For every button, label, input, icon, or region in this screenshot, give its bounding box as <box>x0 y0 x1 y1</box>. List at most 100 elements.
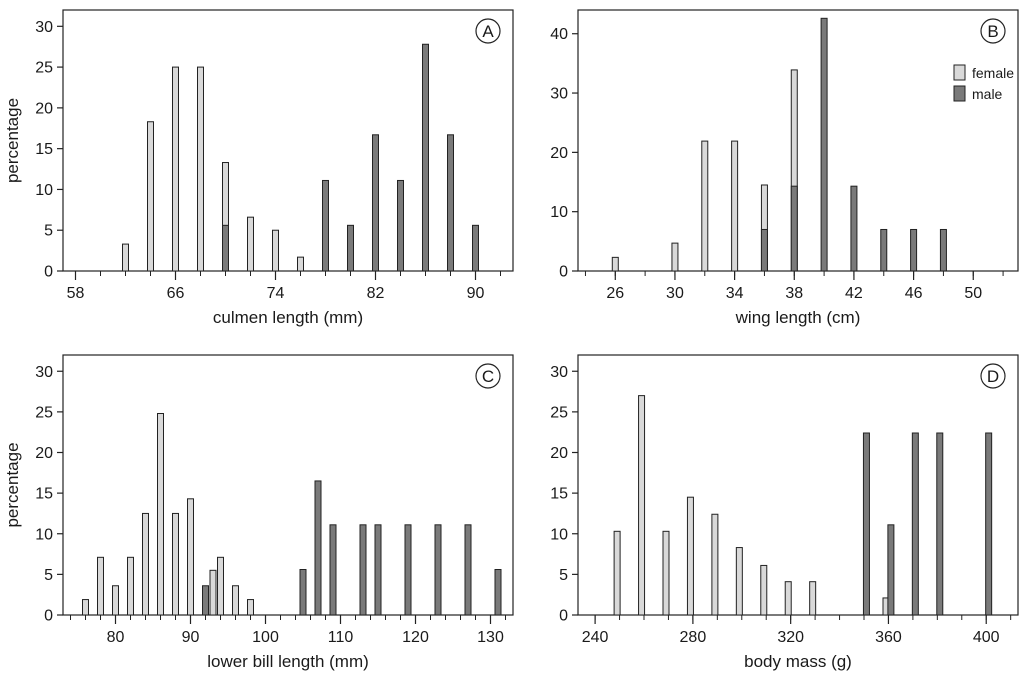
bar-female <box>297 256 304 272</box>
y-tick-label: 0 <box>559 264 568 281</box>
bar-male <box>397 179 404 272</box>
bar-female <box>112 585 119 616</box>
y-tick-label: 25 <box>35 60 53 77</box>
y-tick-label: 10 <box>550 204 568 221</box>
panel-badge <box>980 363 1006 389</box>
bar-female <box>187 498 194 616</box>
bar-male <box>329 524 337 616</box>
plot-frame <box>62 354 514 616</box>
bar-male <box>434 524 442 616</box>
bar-male <box>862 432 870 616</box>
x-tick-label: 34 <box>726 285 744 302</box>
panel-badge <box>475 18 501 44</box>
bar-male <box>911 432 919 616</box>
bar-male <box>880 228 888 272</box>
plot-frame <box>577 9 1019 272</box>
bar-female <box>731 140 739 272</box>
panel-letter: B <box>987 22 998 41</box>
y-tick-label: 30 <box>35 364 53 381</box>
y-tick-label: 15 <box>35 141 53 158</box>
y-tick-label: 20 <box>35 100 53 117</box>
y-tick-label: 0 <box>44 608 53 625</box>
bar-female <box>711 513 719 616</box>
bar-female <box>760 564 768 616</box>
bar-male <box>494 569 502 616</box>
legend: female male <box>953 64 1014 102</box>
x-tick-label: 26 <box>606 285 624 302</box>
panel-b: 26 30 34 38 42 46 50 0 10 20 30 40 wing length (cm) B… <box>550 9 1019 327</box>
y-tick-label: 30 <box>550 364 568 381</box>
bar-female <box>735 547 743 616</box>
bar-female <box>172 66 179 272</box>
x-tick-label: 360 <box>875 629 902 646</box>
x-tick-label: 90 <box>182 629 200 646</box>
x-tick-label: 82 <box>367 285 385 302</box>
y-axis-label: percentage <box>3 442 22 527</box>
bar-male <box>820 17 828 272</box>
bar-female <box>638 395 646 616</box>
bar-male <box>359 524 367 616</box>
bar-female <box>784 581 792 616</box>
bar-male <box>887 524 895 616</box>
y-tick-label: 5 <box>559 567 568 584</box>
y-tick-label: 30 <box>550 86 568 103</box>
panel-letter: D <box>987 367 999 386</box>
bar-female <box>247 599 254 616</box>
x-tick-label: 320 <box>777 629 804 646</box>
panel-letter: C <box>482 367 494 386</box>
bar-male <box>790 185 798 272</box>
bar-male <box>299 569 307 616</box>
legend-label-female: female <box>972 65 1014 81</box>
bar-female <box>701 140 709 272</box>
bar-male <box>936 432 944 616</box>
bar-female <box>671 242 679 272</box>
x-tick-label: 90 <box>467 285 485 302</box>
x-axis-label: lower bill length (mm) <box>207 652 369 671</box>
x-axis-label: culmen length (mm) <box>213 308 363 327</box>
x-tick-label: 74 <box>267 285 285 302</box>
y-tick-label: 15 <box>35 486 53 503</box>
bar-male <box>472 224 479 272</box>
y-tick-label: 40 <box>550 26 568 43</box>
bar-male <box>314 480 322 616</box>
bar-female <box>217 556 224 616</box>
x-axis-label: body mass (g) <box>744 652 852 671</box>
bar-female <box>809 581 817 616</box>
bar-female <box>272 229 279 272</box>
y-tick-label: 20 <box>35 445 53 462</box>
y-tick-label: 5 <box>44 223 53 240</box>
y-tick-label: 25 <box>550 404 568 421</box>
bar-female <box>232 585 239 616</box>
bar-male <box>374 524 382 616</box>
bar-male <box>222 224 229 272</box>
y-axis-label: percentage <box>3 98 22 183</box>
x-tick-label: 240 <box>582 629 609 646</box>
bar-male <box>322 179 329 272</box>
x-tick-label: 120 <box>402 629 429 646</box>
x-tick-label: 58 <box>67 285 85 302</box>
x-tick-label: 46 <box>905 285 923 302</box>
x-tick-label: 100 <box>252 629 279 646</box>
bar-female <box>82 599 89 616</box>
panel-badge <box>980 18 1006 44</box>
x-tick-label: 66 <box>167 285 185 302</box>
bar-male <box>202 585 209 616</box>
bar-male <box>372 134 379 272</box>
bar-female <box>209 569 217 616</box>
plot-frame <box>62 9 514 272</box>
y-tick-label: 20 <box>550 445 568 462</box>
bar-female <box>127 556 134 616</box>
y-tick-label: 25 <box>35 404 53 421</box>
bar-female <box>686 496 694 616</box>
bar-female <box>197 66 204 272</box>
legend-label-male: male <box>972 86 1003 102</box>
x-tick-label: 42 <box>845 285 863 302</box>
y-tick-label: 20 <box>550 145 568 162</box>
bar-female <box>613 530 621 616</box>
bar-female <box>147 121 154 272</box>
y-tick-label: 10 <box>550 526 568 543</box>
x-tick-label: 110 <box>328 629 354 646</box>
bar-female <box>662 530 670 616</box>
bar-male <box>939 228 947 272</box>
bar-male <box>464 524 472 616</box>
